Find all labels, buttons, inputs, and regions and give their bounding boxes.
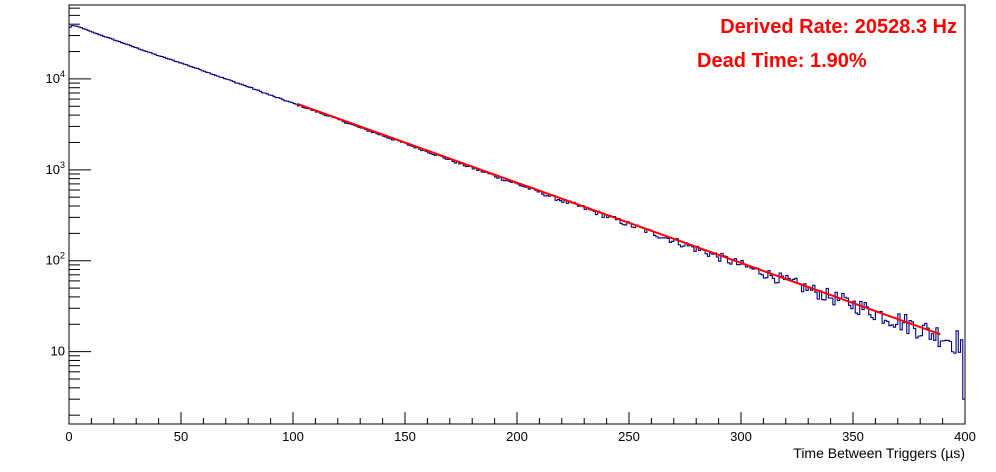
histogram-line: [69, 24, 965, 400]
y-tick-label: 10: [51, 344, 65, 359]
fit-line: [297, 103, 941, 336]
x-tick-label: 250: [618, 429, 640, 444]
x-tick-label: 100: [282, 429, 304, 444]
y-tick-label: 104: [46, 69, 65, 86]
x-tick-label: 150: [394, 429, 416, 444]
y-tick-label: 102: [46, 251, 65, 268]
series-layer: [69, 24, 965, 400]
x-axis-title: Time Between Triggers (µs): [793, 445, 965, 461]
x-tick-label: 350: [842, 429, 864, 444]
x-tick-label: 50: [174, 429, 188, 444]
x-tick-labels: 0 50 100 150 200 250 300 350 400: [65, 429, 975, 444]
x-tick-label: 200: [506, 429, 528, 444]
derived-rate-annotation: Derived Rate: 20528.3 Hz: [720, 16, 957, 38]
dead-time-annotation: Dead Time: 1.90%: [697, 50, 867, 72]
x-tick-label: 0: [65, 429, 72, 444]
x-tick-label: 300: [730, 429, 752, 444]
y-tick-label: 103: [46, 160, 65, 177]
axis-ticks: [68, 7, 966, 424]
x-tick-label: 400: [954, 429, 976, 444]
y-tick-labels: 10 102 103 104: [46, 69, 65, 359]
